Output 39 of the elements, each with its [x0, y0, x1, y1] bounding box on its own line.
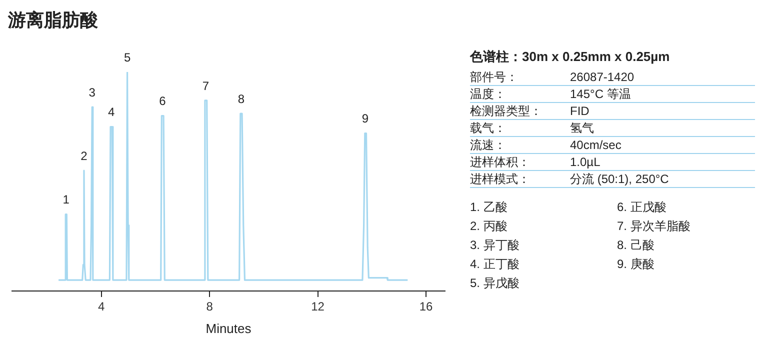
- text: 检测器类型：: [470, 103, 543, 119]
- text: 2. 丙酸: [470, 218, 508, 235]
- annotation: 2: [80, 148, 88, 163]
- x-tick-label: 8: [206, 300, 214, 314]
- text: FID: [570, 103, 590, 119]
- annotation: 3: [88, 85, 96, 100]
- text: 3. 异丁酸: [470, 237, 520, 254]
- x-tick-label: 16: [419, 300, 434, 314]
- text: 分流 (50:1), 250°C: [570, 171, 669, 187]
- text: 温度：: [470, 86, 507, 102]
- text: 8. 己酸: [617, 237, 656, 254]
- text: 4. 正丁酸: [470, 256, 520, 273]
- text: 进样体积：: [470, 154, 531, 170]
- text: 40cm/sec: [570, 137, 622, 153]
- text: 色谱柱：30m x 0.25mm x 0.25µm: [470, 48, 671, 66]
- text: 26087-1420: [570, 69, 634, 85]
- text: 1. 乙酸: [470, 199, 508, 216]
- annotation: 5: [124, 50, 131, 64]
- annotation: 1: [62, 192, 70, 207]
- text: 145°C 等温: [570, 86, 631, 102]
- annotation: 8: [238, 92, 245, 106]
- x-tick-label: 4: [98, 300, 105, 314]
- text: 载气：: [470, 120, 507, 136]
- chart-title: 游离脂肪酸: [8, 9, 98, 32]
- text: 流速：: [470, 137, 507, 153]
- annotation: 7: [202, 78, 210, 93]
- text: 部件号：: [470, 69, 519, 85]
- text: 5. 异戊酸: [470, 275, 520, 292]
- x-axis-title: Minutes: [206, 320, 252, 336]
- text: 7. 异次羊脂酸: [617, 218, 692, 235]
- annotation: 6: [159, 94, 166, 108]
- text: 6. 正戊酸: [617, 199, 668, 216]
- annotation: 9: [362, 112, 369, 126]
- text: 进样模式：: [470, 171, 531, 187]
- x-tick-label: 12: [311, 300, 325, 314]
- text: 9. 庚酸: [617, 256, 656, 273]
- text: 1.0µL: [570, 154, 600, 170]
- text: 氢气: [570, 120, 594, 136]
- annotation: 4: [108, 105, 115, 120]
